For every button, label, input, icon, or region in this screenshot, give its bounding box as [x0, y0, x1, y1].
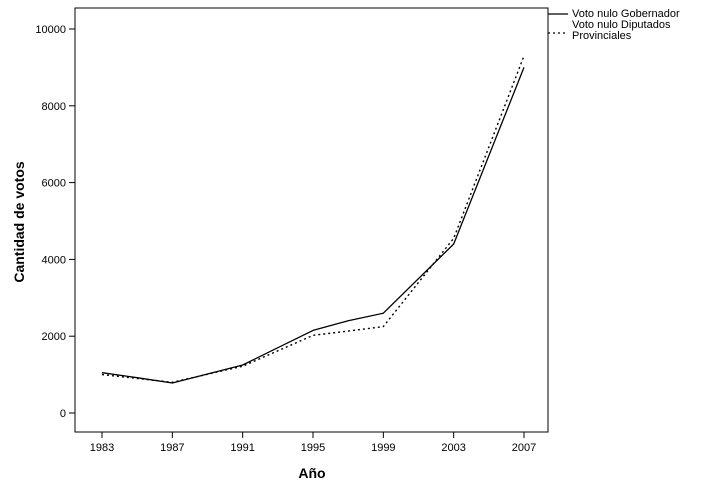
y-tick-label: 4000 — [42, 254, 66, 266]
x-tick-label: 2003 — [441, 442, 465, 454]
y-axis-title: Cantidad de votos — [11, 161, 27, 283]
y-tick-label: 6000 — [42, 178, 66, 190]
y-tick-label: 10000 — [35, 24, 66, 36]
x-tick-label: 1983 — [90, 442, 114, 454]
legend-label: Voto nulo Diputados Provinciales — [572, 19, 671, 42]
x-tick-label: 1999 — [371, 442, 395, 454]
series-line-2 — [101, 55, 525, 383]
plot-frame — [74, 7, 549, 433]
y-tick-label: 8000 — [42, 101, 66, 113]
y-tick-label: 0 — [60, 408, 66, 420]
x-tick-label: 1987 — [160, 442, 184, 454]
x-tick-label: 1995 — [301, 442, 325, 454]
y-tick-label: 2000 — [42, 331, 66, 343]
x-tick-label: 1991 — [230, 442, 254, 454]
legend-label: Voto nulo Gobernador — [572, 8, 680, 20]
x-tick-label: 2007 — [512, 442, 536, 454]
x-axis-title: Año — [298, 465, 325, 481]
series-line-1 — [101, 67, 525, 384]
